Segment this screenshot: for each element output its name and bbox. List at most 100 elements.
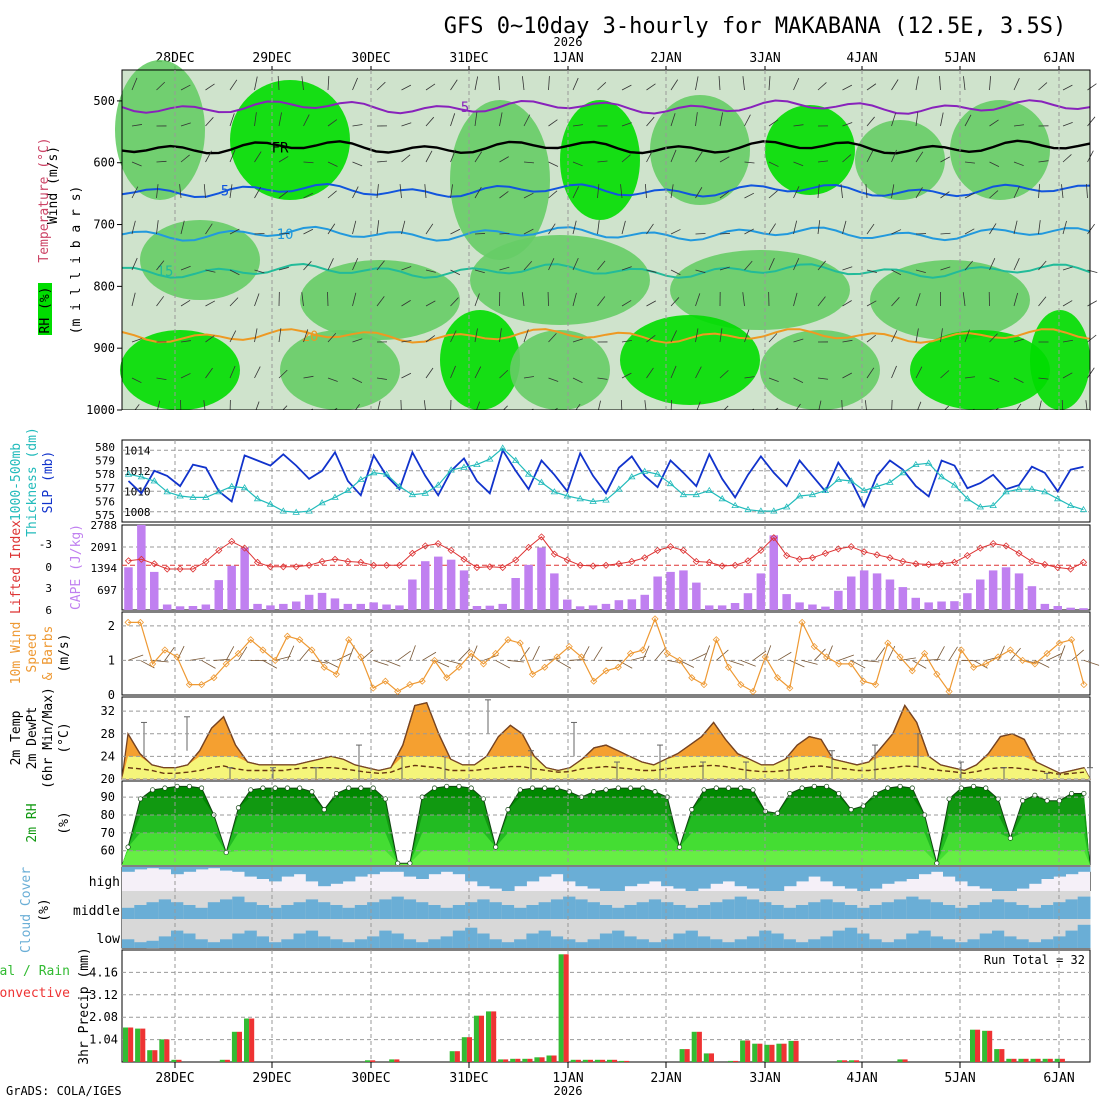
wind-barb xyxy=(450,79,458,91)
wind-barb-10m-53 xyxy=(777,651,792,661)
precip-conv-bar-40 xyxy=(612,1059,618,1062)
wind-barb xyxy=(646,300,656,307)
day-label-top-7: 4JAN xyxy=(846,51,877,66)
precip-conv-bar-39 xyxy=(600,1059,606,1062)
wind-barb xyxy=(376,260,385,271)
li-point-31 xyxy=(525,543,533,551)
cloud-high-bar-53 xyxy=(771,867,785,891)
wind-barb xyxy=(1062,84,1073,91)
precip-conv-bar-10 xyxy=(249,1018,255,1062)
wind-barb xyxy=(131,124,143,127)
thickness-point-51 xyxy=(782,503,791,510)
wind-barb xyxy=(499,156,509,163)
cape-bar-17 xyxy=(343,603,353,610)
precip-conv-bar-77 xyxy=(1059,1058,1065,1062)
wind-speed-point-35 xyxy=(553,653,561,661)
thick-left-tick-4: 576 xyxy=(95,496,115,509)
wind-barb xyxy=(1038,377,1049,380)
wind-barb xyxy=(670,365,677,379)
li-point-69 xyxy=(1015,549,1023,557)
wind-barb xyxy=(278,266,289,271)
cloud-middle-bar-29 xyxy=(477,899,491,919)
precip-total-bar-36 xyxy=(558,954,564,1062)
wind-barb xyxy=(572,377,583,383)
precip-y-tick-3: 4.16 xyxy=(89,965,118,979)
cape-tick-1: 2091 xyxy=(91,541,118,554)
cape-bar-0 xyxy=(124,567,133,610)
thickness-point-58 xyxy=(873,482,881,489)
chart-title: GFS 0~10day 3-hourly for MAKABANA (12.5E… xyxy=(444,14,1067,39)
cloud-middle-bar-64 xyxy=(906,896,919,919)
wind-barb xyxy=(964,260,973,271)
wind-barb xyxy=(131,186,139,199)
rh-point-5 xyxy=(186,783,192,789)
upper-y-tick-3: 800 xyxy=(93,279,115,293)
thickness-point-15 xyxy=(318,499,326,506)
precip-conv-bar-60 xyxy=(854,1060,860,1062)
cloud-low-bar-75 xyxy=(1041,939,1054,948)
cloud-low-bar-30 xyxy=(489,939,503,948)
wind-speed-point-3 xyxy=(161,646,169,654)
cloud-low-bar-74 xyxy=(1028,942,1042,948)
precip-total-bar-40 xyxy=(607,1059,613,1062)
rh-point-69 xyxy=(971,783,977,789)
wind-speed-point-78 xyxy=(1080,681,1088,689)
wind-barb xyxy=(1087,83,1097,91)
precip-total-bar-0 xyxy=(123,1027,129,1062)
wind-barb xyxy=(719,328,723,343)
precip-total-bar-71 xyxy=(982,1030,988,1062)
wind-barb-10m-23 xyxy=(409,645,416,661)
wind-barb xyxy=(670,113,676,127)
wind-barb xyxy=(842,300,852,307)
wind-speed-point-36 xyxy=(565,643,573,651)
wind-barb xyxy=(523,376,535,379)
wind-label-3: (m/s) xyxy=(57,633,72,672)
li-point-7 xyxy=(215,546,223,554)
cloud-middle-bar-63 xyxy=(893,899,907,919)
rh-point-20 xyxy=(370,785,376,791)
thickness-point-24 xyxy=(434,481,442,488)
upper-y-tick-1: 600 xyxy=(93,156,115,170)
wind-barb xyxy=(229,297,239,307)
cape-bar-56 xyxy=(847,576,856,610)
wind-barb xyxy=(768,161,779,167)
rh-point-58 xyxy=(836,790,842,797)
cloud-high-bar-16 xyxy=(318,867,331,887)
cloud-middle-bar-10 xyxy=(244,902,258,919)
wind-barb xyxy=(401,220,406,235)
cloud-middle-bar-33 xyxy=(526,905,540,919)
precip-conv-bar-59 xyxy=(842,1060,848,1062)
temp-y-tick-3: 32 xyxy=(101,704,115,718)
wind-speed-point-73 xyxy=(1019,656,1027,664)
cloud-middle-bar-73 xyxy=(1016,905,1030,919)
wind-barb xyxy=(768,333,778,343)
rh-region-18 xyxy=(760,330,880,410)
li-tick-0: -3 xyxy=(39,538,52,551)
wind-barb xyxy=(989,190,999,199)
cloud-middle-bar-3 xyxy=(158,899,172,919)
precip-conv-bar-55 xyxy=(793,1040,799,1062)
wind-barb-10m-11 xyxy=(262,660,278,669)
precip-y-tick-1: 2.08 xyxy=(89,1010,118,1024)
wind-barb xyxy=(817,160,829,163)
li-point-10 xyxy=(253,558,262,566)
cape-bar-23 xyxy=(421,561,430,610)
cloud-high-bar-24 xyxy=(416,867,429,879)
wind-barb xyxy=(964,192,975,199)
wind-barb-10m-38 xyxy=(593,646,603,661)
cape-bar-21 xyxy=(395,605,404,610)
cape-bar-39 xyxy=(627,599,637,610)
cape-tick-0: 2788 xyxy=(91,519,118,532)
li-point-5 xyxy=(189,565,197,573)
li-point-27 xyxy=(473,563,481,572)
li-point-35 xyxy=(576,561,584,569)
cape-bar-20 xyxy=(382,604,391,610)
wind-barb-10m-56 xyxy=(814,648,826,661)
thickness-point-52 xyxy=(795,492,804,499)
wind-barb xyxy=(131,338,142,343)
cloud-high-bar-57 xyxy=(820,867,834,882)
thickness-point-72 xyxy=(1053,495,1062,502)
thickness-point-5 xyxy=(189,493,197,500)
cloud-low-bar-39 xyxy=(599,933,613,948)
cloud-high-bar-22 xyxy=(391,867,405,872)
